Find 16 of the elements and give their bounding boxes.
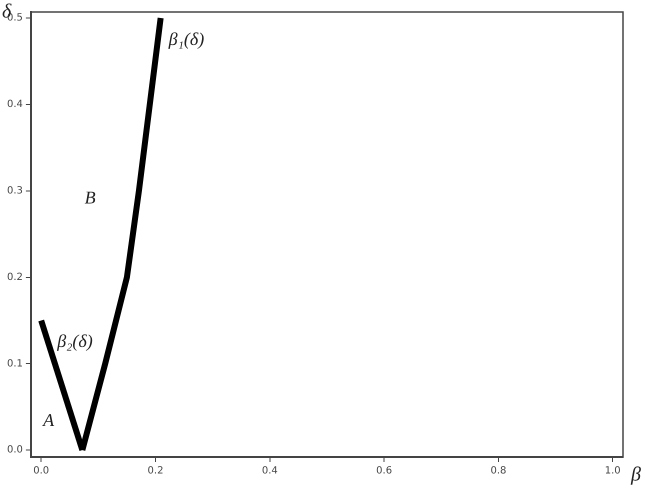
x-tick-label: 0.8 xyxy=(490,466,506,477)
annotation: B xyxy=(84,188,96,208)
series-label: β₁(δ) xyxy=(168,28,204,49)
x-axis-title: β xyxy=(630,463,641,486)
y-tick-label: 0.4 xyxy=(6,99,23,110)
x-tick-label: 0.4 xyxy=(262,466,278,477)
annotation: A xyxy=(42,410,56,430)
series-label: β₂(δ) xyxy=(56,331,93,352)
y-tick-label: 0.2 xyxy=(6,272,23,283)
x-tick-label: 1.0 xyxy=(604,466,621,477)
y-tick-label: 0.3 xyxy=(6,185,23,196)
y-tick-label: 0.0 xyxy=(6,444,23,456)
x-tick-label: 0.6 xyxy=(376,466,392,477)
y-tick-label: 0.1 xyxy=(6,358,23,370)
x-tick-label: 0.0 xyxy=(33,466,50,477)
x-tick-label: 0.2 xyxy=(148,466,164,477)
